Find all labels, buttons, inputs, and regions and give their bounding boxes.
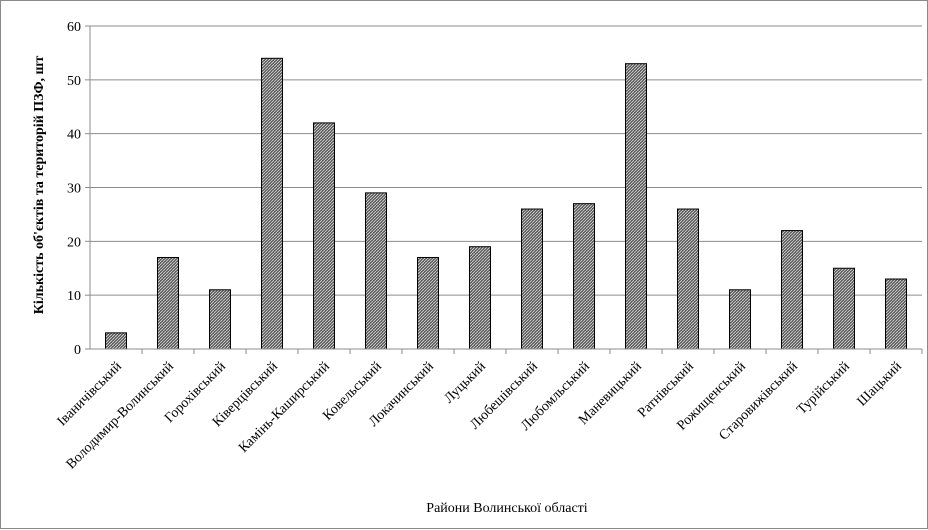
x-tick-label: Турійський [794,359,853,418]
y-axis-title: Кількість об'єктів та територій ПЗФ, шт [32,56,47,315]
bar-9 [573,203,595,350]
y-tick-label: 0 [74,343,81,358]
bar-13 [781,230,803,350]
x-tick-label: Камінь-Каширський [236,359,333,456]
bar-8 [521,208,543,350]
x-tick-label: Луцький [442,359,490,407]
bar-11 [677,208,699,350]
bar-5 [365,192,387,350]
bar-6 [417,256,439,350]
bar-12 [729,289,751,350]
y-tick-label: 30 [67,182,81,197]
bar-4 [313,122,335,350]
bar-14 [833,267,855,350]
bar-2 [209,289,231,350]
x-tick-label: Володимир-Волинський [64,359,177,472]
y-tick-label: 60 [67,20,81,35]
bar-10 [625,63,647,350]
bar-0 [105,332,127,350]
y-tick-label: 20 [67,235,81,250]
bars [105,57,907,350]
y-tick-label: 40 [67,128,81,143]
bar-1 [157,256,179,350]
x-axis-title: Райони Волинської області [426,501,587,516]
y-tick-label: 50 [67,74,81,89]
bar-7 [469,246,491,350]
bar-15 [885,278,907,350]
y-tick-labels: 0 10 20 30 40 50 60 [67,20,81,358]
bar-3 [261,57,283,350]
x-tick-labels: ІваничівськийВолодимир-ВолинськийГорохів… [55,348,923,472]
y-tick-label: 10 [67,289,81,304]
x-tick-label: Шацький [855,359,906,410]
